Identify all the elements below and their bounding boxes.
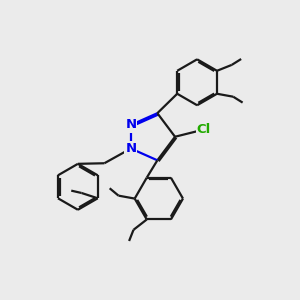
Text: Cl: Cl — [197, 123, 211, 136]
Text: N: N — [125, 142, 136, 155]
Text: N: N — [125, 118, 136, 131]
